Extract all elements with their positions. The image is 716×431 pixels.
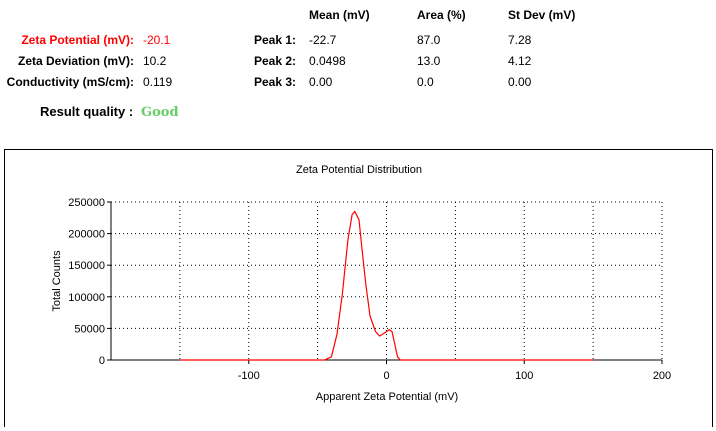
zeta-distribution-chart: Zeta Potential Distribution Apparent Zet… <box>51 164 671 403</box>
y-tick-label: 50000 <box>74 323 105 335</box>
y-tick-label: 0 <box>99 355 105 367</box>
y-tick-label: 250000 <box>68 197 105 209</box>
y-axis-label: Total Counts <box>51 250 63 312</box>
x-tick-label: 0 <box>383 370 389 382</box>
peak2-mean: 0.0498 <box>309 54 346 68</box>
y-tick-label: 100000 <box>68 292 105 304</box>
y-tick-label: 150000 <box>68 260 105 272</box>
peak1-mean: -22.7 <box>309 33 337 47</box>
x-tick-label: -100 <box>238 370 260 382</box>
conductivity-value: 0.119 <box>143 75 173 89</box>
peak1-area: 87.0 <box>417 33 441 47</box>
peak2-stdev: 4.12 <box>508 54 532 68</box>
peak2-label: Peak 2: <box>254 54 297 68</box>
zeta-potential-label: Zeta Potential (mV): <box>21 33 134 47</box>
header-stdev: St Dev (mV) <box>508 8 576 22</box>
peak2-area: 13.0 <box>417 54 441 68</box>
y-tick-label: 200000 <box>68 229 105 241</box>
x-tick-label: 100 <box>515 370 533 382</box>
axes <box>110 202 662 361</box>
result-quality-value: Good <box>141 105 179 120</box>
zeta-potential-value: -20.1 <box>143 33 171 47</box>
ticks: 0 50000 100000 150000 200000 250000 -100 0 100 20… <box>68 197 671 382</box>
chart-frame: Zeta Potential Distribution Apparent Zet… <box>4 149 713 427</box>
peak3-mean: 0.00 <box>309 75 333 89</box>
peak3-label: Peak 3: <box>254 75 297 89</box>
header-mean: Mean (mV) <box>309 8 370 22</box>
header-area: Area (%) <box>417 8 466 22</box>
x-axis-label: Apparent Zeta Potential (mV) <box>316 391 458 403</box>
series-line <box>179 210 594 361</box>
series-layer <box>179 210 594 361</box>
grid <box>111 201 663 360</box>
x-tick-label: 200 <box>653 370 671 382</box>
peak3-stdev: 0.00 <box>508 75 532 89</box>
conductivity-label: Conductivity (mS/cm): <box>6 75 134 89</box>
zeta-deviation-label: Zeta Deviation (mV): <box>17 54 134 68</box>
peak1-stdev: 7.28 <box>508 33 532 47</box>
zeta-deviation-value: 10.2 <box>143 54 167 68</box>
result-quality-label: Result quality : <box>40 104 134 119</box>
chart-title: Zeta Potential Distribution <box>296 164 422 176</box>
peak1-label: Peak 1: <box>254 33 297 47</box>
peak3-area: 0.0 <box>417 75 434 89</box>
